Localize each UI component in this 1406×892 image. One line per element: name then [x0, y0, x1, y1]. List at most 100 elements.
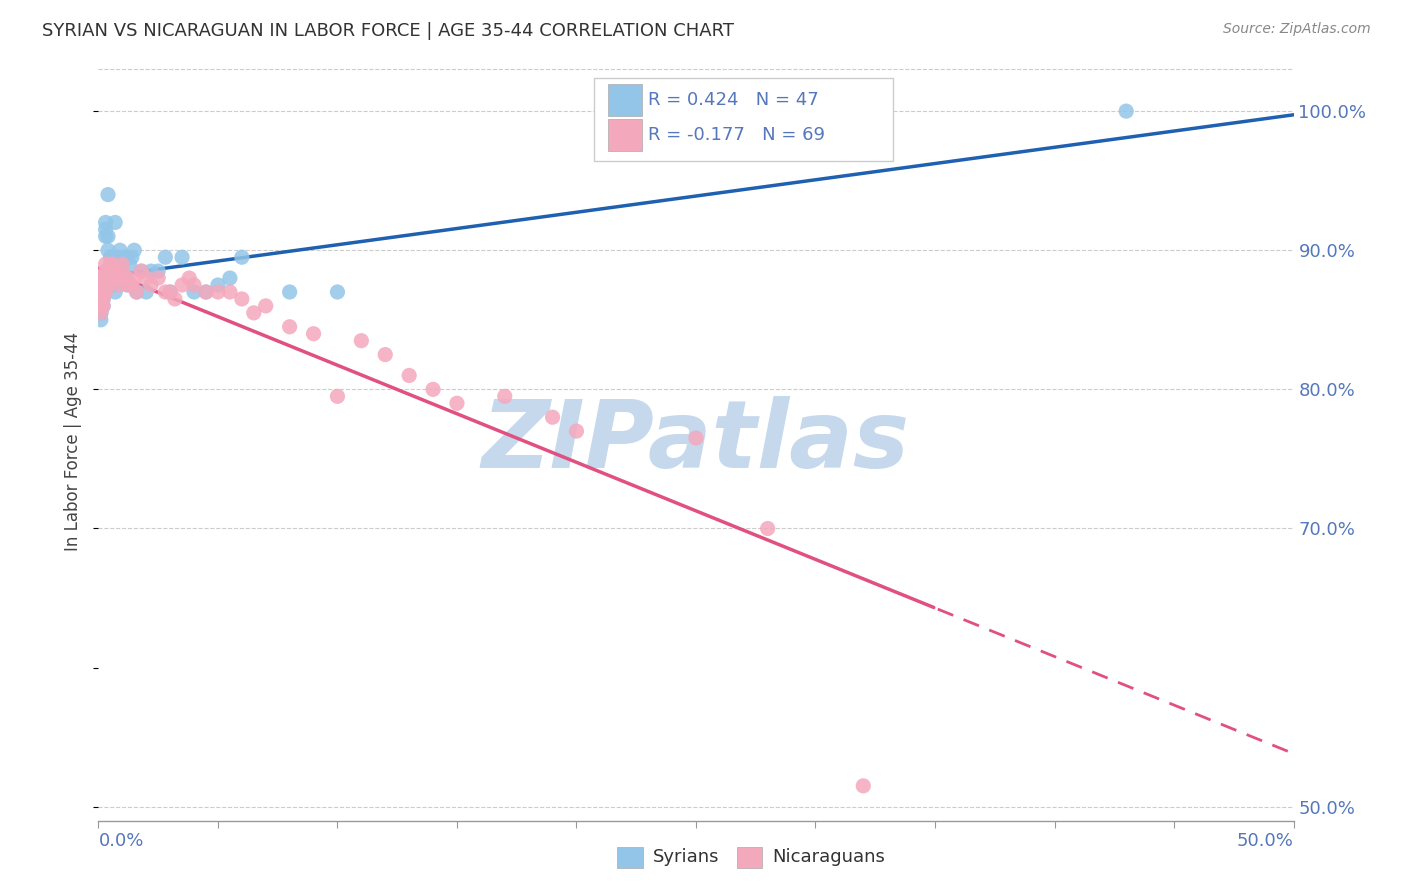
Point [90, 306, 112, 320]
Text: 50.0%: 50.0% [1237, 831, 1294, 850]
Point [131, 264, 153, 278]
Point [90, 292, 112, 306]
Point [494, 389, 516, 403]
Point [135, 271, 157, 285]
Point [155, 250, 177, 264]
Point [107, 271, 129, 285]
Text: 0.0%: 0.0% [98, 831, 143, 850]
Point [278, 285, 301, 299]
Point [183, 285, 205, 299]
Point [111, 257, 134, 271]
Point [107, 250, 129, 264]
Point [94, 264, 117, 278]
Text: Nicaraguans: Nicaraguans [772, 848, 884, 866]
Point [118, 278, 141, 293]
Point [219, 285, 242, 299]
Point [94, 285, 117, 299]
Point [98, 271, 122, 285]
Point [90, 271, 112, 285]
Point [101, 250, 124, 264]
Point [91, 292, 114, 306]
Point [852, 779, 875, 793]
Point [124, 271, 146, 285]
Point [565, 424, 588, 438]
Point [155, 285, 177, 299]
Point [278, 319, 301, 334]
Point [94, 222, 117, 236]
Point [254, 299, 277, 313]
Point [94, 215, 117, 229]
Point [302, 326, 325, 341]
Point [114, 250, 136, 264]
Point [326, 285, 349, 299]
Point [97, 264, 120, 278]
Point [101, 278, 124, 293]
Point [350, 334, 373, 348]
Point [94, 229, 117, 244]
Point [422, 383, 444, 397]
Point [131, 264, 153, 278]
Point [108, 278, 131, 293]
Point [172, 278, 194, 293]
Point [125, 285, 148, 299]
Point [104, 285, 127, 299]
Text: SYRIAN VS NICARAGUAN IN LABOR FORCE | AGE 35-44 CORRELATION CHART: SYRIAN VS NICARAGUAN IN LABOR FORCE | AG… [42, 22, 734, 40]
Point [90, 285, 112, 299]
Text: R = -0.177   N = 69: R = -0.177 N = 69 [648, 127, 825, 145]
Point [91, 292, 114, 306]
Point [756, 521, 779, 535]
Point [90, 313, 112, 327]
Point [685, 431, 707, 445]
Point [219, 271, 242, 285]
Point [98, 257, 122, 271]
Point [114, 271, 136, 285]
Point [148, 264, 170, 278]
Point [115, 271, 138, 285]
Point [326, 389, 349, 403]
Point [118, 257, 141, 271]
Point [179, 271, 201, 285]
Point [91, 285, 114, 299]
Point [159, 285, 181, 299]
Point [195, 285, 218, 299]
Point [90, 285, 112, 299]
Point [90, 306, 112, 320]
Point [94, 278, 117, 293]
FancyBboxPatch shape [607, 120, 643, 151]
Point [98, 271, 122, 285]
Point [94, 278, 117, 293]
Point [91, 285, 114, 299]
Point [90, 299, 112, 313]
Point [104, 215, 127, 229]
Point [374, 348, 396, 362]
Y-axis label: In Labor Force | Age 35-44: In Labor Force | Age 35-44 [65, 332, 83, 551]
Point [94, 271, 117, 285]
Point [207, 285, 229, 299]
Text: R = 0.424   N = 47: R = 0.424 N = 47 [648, 91, 818, 109]
Point [90, 278, 112, 293]
FancyBboxPatch shape [607, 84, 643, 115]
Point [446, 396, 468, 410]
Point [163, 292, 186, 306]
Text: ZIPatlas: ZIPatlas [482, 395, 910, 488]
Point [104, 264, 127, 278]
Point [97, 278, 120, 293]
Point [111, 271, 134, 285]
Point [125, 285, 148, 299]
Point [195, 285, 218, 299]
Point [91, 271, 114, 285]
FancyBboxPatch shape [595, 78, 893, 161]
Point [101, 264, 124, 278]
Point [91, 278, 114, 293]
Point [231, 292, 253, 306]
Point [111, 257, 134, 271]
Point [207, 278, 229, 293]
Point [398, 368, 420, 383]
Point [172, 250, 194, 264]
Point [98, 250, 122, 264]
Point [111, 264, 134, 278]
Point [97, 271, 120, 285]
Point [1115, 104, 1137, 119]
Point [135, 285, 157, 299]
Point [101, 257, 124, 271]
